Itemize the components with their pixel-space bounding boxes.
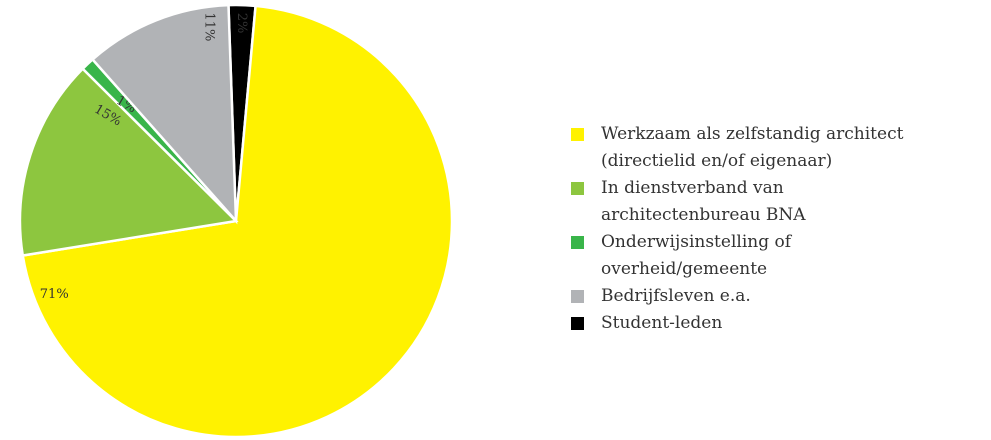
legend: Werkzaam als zelfstandig architect (direc… bbox=[571, 121, 981, 337]
legend-item: Werkzaam als zelfstandig architect (direc… bbox=[571, 121, 981, 175]
slice-label: 2% bbox=[234, 13, 249, 34]
legend-label: Student-leden bbox=[601, 313, 723, 333]
legend-item: In dienstverband van architectenbureau BN… bbox=[571, 175, 981, 229]
legend-swatch bbox=[571, 317, 584, 330]
pie-svg: 2%71%15%1%11% bbox=[18, 3, 454, 439]
legend-label: architectenbureau BNA bbox=[601, 205, 806, 225]
legend-label: overheid/gemeente bbox=[601, 259, 768, 279]
legend-label: Bedrijfsleven e.a. bbox=[601, 286, 751, 306]
slice-label: 71% bbox=[40, 287, 69, 302]
pie-slice bbox=[90, 3, 238, 225]
legend-label: Onderwijsinstelling of bbox=[601, 232, 792, 252]
legend-swatch bbox=[571, 290, 584, 303]
legend-item: Student-leden bbox=[571, 310, 981, 337]
legend-label: Werkzaam als zelfstandig architect bbox=[601, 124, 904, 144]
legend-item: Onderwijsinstelling of overheid/gemeente bbox=[571, 229, 981, 283]
legend-swatch bbox=[571, 128, 584, 141]
slice-label: 11% bbox=[201, 12, 216, 41]
legend-item: Bedrijfsleven e.a. bbox=[571, 283, 981, 310]
legend-label: (directielid en/of eigenaar) bbox=[601, 151, 833, 171]
pie-slice bbox=[18, 67, 239, 257]
legend-swatch bbox=[571, 182, 584, 195]
legend-swatch bbox=[571, 236, 584, 249]
legend-label: In dienstverband van bbox=[601, 178, 784, 198]
